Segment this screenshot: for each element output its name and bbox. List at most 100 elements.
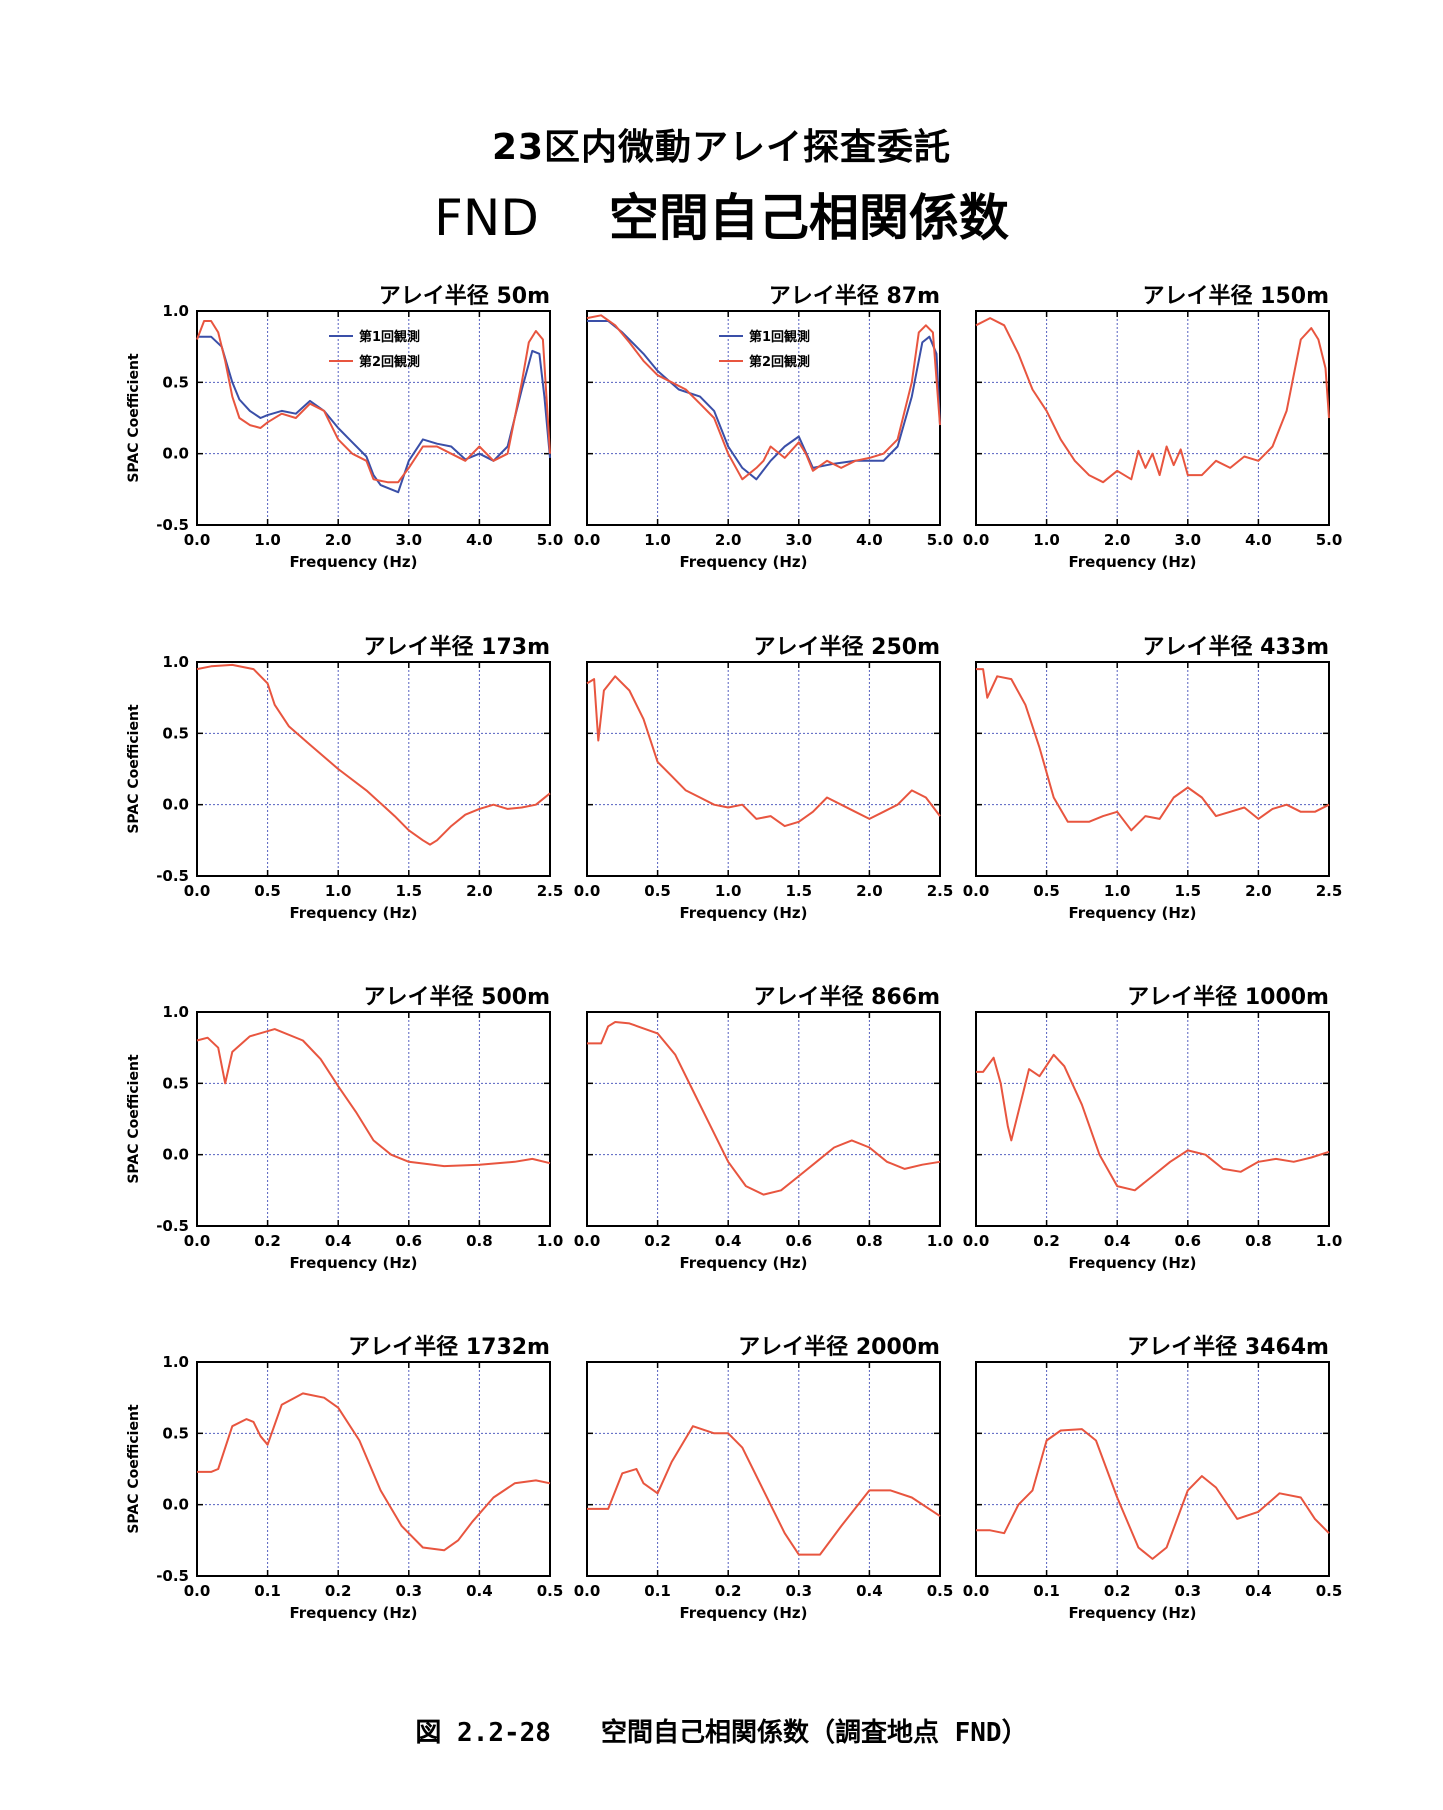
- x-tick-label: 1.0: [927, 1232, 954, 1250]
- chart-panel-6: 0.0 0.5 1.0 1.5 2.0 2.5 アレイ半径 433m Frequency (H…: [963, 634, 1343, 922]
- y-tick-label: 0.5: [162, 1424, 189, 1442]
- chart-title: アレイ半径 250m: [753, 634, 940, 660]
- x-tick-label: 0.0: [574, 531, 601, 549]
- y-axis-label: SPAC Coefficient: [126, 353, 142, 483]
- x-axis-label: Frequency (Hz): [289, 553, 417, 571]
- y-tick-label: -0.5: [156, 867, 189, 885]
- chart-title: アレイ半径 50m: [379, 283, 550, 309]
- x-tick-label: 1.5: [786, 882, 813, 900]
- chart-panel-5: 0.0 0.5 1.0 1.5 2.0 2.5 アレイ半径 250m Frequency (H…: [574, 634, 954, 922]
- chart-title: アレイ半径 433m: [1142, 634, 1329, 660]
- x-tick-label: 0.0: [184, 1232, 211, 1250]
- x-tick-label: 0.2: [254, 1232, 281, 1250]
- x-tick-label: 0.5: [1316, 1582, 1343, 1600]
- x-tick-label: 0.1: [1033, 1582, 1060, 1600]
- x-tick-label: 2.0: [325, 531, 352, 549]
- series-line-1: [587, 1021, 941, 1196]
- y-axis-label: SPAC Coefficient: [126, 1404, 142, 1534]
- chart-panel-11: 0.0 0.1 0.2 0.3 0.4 0.5 アレイ半径 2000m Frequency (…: [574, 1334, 954, 1622]
- x-tick-label: 0.4: [1245, 1582, 1272, 1600]
- plot-frame: [975, 1361, 1330, 1577]
- x-tick-label: 0.0: [574, 1582, 601, 1600]
- y-tick-label: -0.5: [156, 516, 189, 534]
- legend-label: 第2回観測: [749, 354, 810, 370]
- legend-label: 第1回観測: [749, 329, 810, 345]
- x-tick-label: 0.8: [466, 1232, 493, 1250]
- x-tick-label: 0.4: [466, 1582, 493, 1600]
- x-tick-label: 0.2: [1033, 1232, 1060, 1250]
- chart-title: アレイ半径 3464m: [1127, 1334, 1329, 1360]
- y-tick-label: 0.0: [162, 796, 189, 814]
- caption-text: 空間自己相関係数（調査地点 FND）: [600, 1718, 1028, 1748]
- series-line-1: [196, 1028, 551, 1168]
- x-tick-label: 3.0: [396, 531, 423, 549]
- y-tick-label: 0.5: [162, 373, 189, 391]
- x-tick-label: 0.3: [1175, 1582, 1202, 1600]
- y-tick-label: 0.0: [162, 1496, 189, 1514]
- x-tick-label: 1.0: [644, 531, 671, 549]
- y-tick-label: 1.0: [162, 653, 189, 671]
- x-tick-label: 1.0: [1104, 882, 1131, 900]
- chart-title: アレイ半径 87m: [769, 283, 940, 309]
- x-tick-label: 0.1: [644, 1582, 671, 1600]
- x-tick-label: 0.4: [856, 1582, 883, 1600]
- y-tick-label: 0.0: [162, 445, 189, 463]
- x-tick-label: 0.5: [254, 882, 281, 900]
- series-line-1: [197, 1392, 551, 1552]
- x-tick-label: 0.2: [1104, 1582, 1131, 1600]
- x-tick-label: 1.0: [715, 882, 742, 900]
- y-tick-label: 1.0: [162, 1003, 189, 1021]
- x-tick-label: 2.0: [466, 882, 493, 900]
- x-tick-label: 0.6: [786, 1232, 813, 1250]
- x-tick-label: 0.0: [184, 882, 211, 900]
- x-tick-label: 0.5: [927, 1582, 954, 1600]
- x-tick-label: 0.5: [644, 882, 671, 900]
- x-tick-label: 0.0: [963, 1232, 990, 1250]
- y-tick-label: -0.5: [156, 1567, 189, 1585]
- x-tick-label: 0.3: [396, 1582, 423, 1600]
- x-axis-label: Frequency (Hz): [679, 553, 807, 571]
- x-axis-label: Frequency (Hz): [1068, 904, 1196, 922]
- plot-frame: [975, 661, 1330, 877]
- chart-panel-9: 0.0 0.2 0.4 0.6 0.8 1.0 アレイ半径 1000m Frequency (…: [963, 984, 1343, 1272]
- chart-panel-12: 0.0 0.1 0.2 0.3 0.4 0.5 アレイ半径 3464m Frequency (…: [963, 1334, 1343, 1622]
- x-tick-label: 0.6: [396, 1232, 423, 1250]
- x-tick-label: 2.5: [927, 882, 954, 900]
- series-line-1: [196, 663, 551, 846]
- x-tick-label: 4.0: [856, 531, 883, 549]
- x-tick-label: 0.5: [1033, 882, 1060, 900]
- x-axis-label: Frequency (Hz): [289, 1254, 417, 1272]
- x-tick-label: 1.0: [1316, 1232, 1343, 1250]
- series-line-1: [587, 1425, 941, 1556]
- x-axis-label: Frequency (Hz): [1068, 1604, 1196, 1622]
- plot-frame: [586, 661, 941, 877]
- chart-title: アレイ半径 1732m: [348, 1334, 550, 1360]
- x-tick-label: 2.5: [537, 882, 564, 900]
- figure-caption: 図 2.2-28 空間自己相関係数（調査地点 FND）: [0, 1712, 1443, 1749]
- x-tick-label: 0.0: [184, 1582, 211, 1600]
- series-line-1: [976, 1428, 1330, 1560]
- x-tick-label: 0.8: [856, 1232, 883, 1250]
- series-line-2: [586, 314, 941, 481]
- x-tick-label: 0.0: [574, 1232, 601, 1250]
- x-tick-label: 0.8: [1245, 1232, 1272, 1250]
- chart-title: アレイ半径 2000m: [738, 1334, 940, 1360]
- plot-frame: [586, 1361, 941, 1577]
- legend-label: 第1回観測: [359, 329, 420, 345]
- x-tick-label: 2.0: [1104, 531, 1131, 549]
- x-axis-label: Frequency (Hz): [679, 1254, 807, 1272]
- chart-title: アレイ半径 500m: [363, 984, 550, 1010]
- plot-frame: [975, 310, 1330, 526]
- series-line-2: [196, 320, 551, 484]
- x-axis-label: Frequency (Hz): [289, 1604, 417, 1622]
- x-tick-label: 5.0: [1316, 531, 1343, 549]
- chart-title: アレイ半径 173m: [363, 634, 550, 660]
- x-tick-label: 0.0: [963, 882, 990, 900]
- series-line-1: [976, 668, 1330, 832]
- x-tick-label: 5.0: [537, 531, 564, 549]
- x-tick-label: 2.5: [1316, 882, 1343, 900]
- report-title: 23区内微動アレイ探査委託: [491, 127, 952, 168]
- x-axis-label: Frequency (Hz): [1068, 553, 1196, 571]
